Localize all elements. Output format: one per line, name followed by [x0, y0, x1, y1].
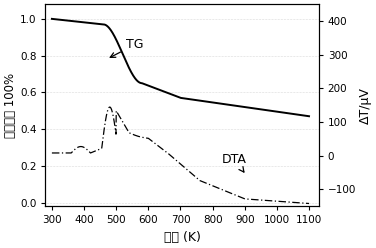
X-axis label: 温度 (K): 温度 (K)	[164, 231, 200, 244]
Text: DTA: DTA	[222, 153, 247, 172]
Y-axis label: 质量损失 100%: 质量损失 100%	[4, 73, 17, 138]
Y-axis label: ΔT/μV: ΔT/μV	[359, 87, 372, 124]
Text: TG: TG	[110, 38, 143, 57]
